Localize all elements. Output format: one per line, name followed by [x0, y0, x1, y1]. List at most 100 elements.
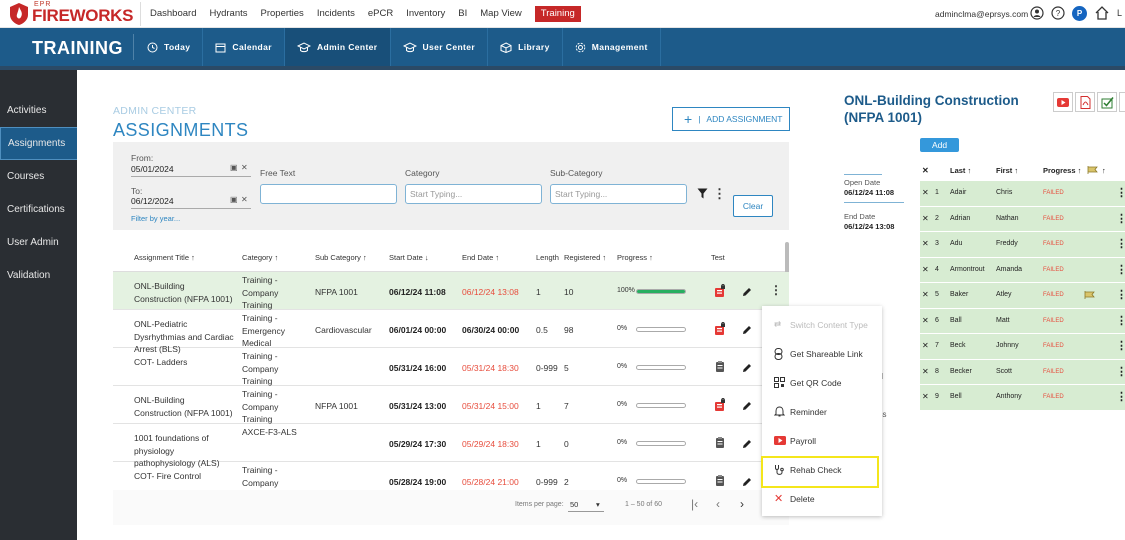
user-avatar-badge[interactable]: P [1072, 5, 1087, 21]
clear-from-icon[interactable]: ✕ [241, 163, 248, 172]
menu-item-get-qr-code[interactable]: Get QR Code [762, 368, 882, 397]
remove-user-icon[interactable]: ✕ [922, 315, 929, 325]
row-more-icon[interactable]: ⋮ [1116, 365, 1125, 378]
clear-to-icon[interactable]: ✕ [241, 195, 248, 204]
add-assignment-button[interactable]: + | ADD ASSIGNMENT [672, 107, 790, 131]
checklist-icon[interactable] [1097, 92, 1117, 112]
user-profile-icon[interactable] [1030, 6, 1044, 20]
header-end-date[interactable]: End Date ↑ [462, 253, 500, 262]
row-more-icon[interactable]: ⋮ [1116, 238, 1125, 250]
table-row[interactable]: 1001 foundations of physiology pathophys… [113, 424, 789, 468]
remove-all-icon[interactable]: ✕ [922, 166, 929, 175]
exam-locked-icon[interactable] [714, 284, 726, 297]
row-more-icon[interactable]: ⋮ [1116, 340, 1125, 352]
clear-filter-button[interactable]: Clear [733, 195, 773, 217]
video-icon[interactable] [1053, 92, 1073, 112]
more-actions-icon[interactable] [1119, 92, 1125, 112]
user-email[interactable]: adminclma@eprsys.com [935, 9, 1029, 19]
sidebar-item-validation[interactable]: Validation [7, 270, 51, 281]
subcategory-input[interactable]: Start Typing... [550, 184, 687, 204]
calendar-icon[interactable]: ▣ [230, 163, 238, 172]
remove-user-icon[interactable]: ✕ [922, 392, 929, 401]
free-text-input[interactable] [260, 184, 397, 204]
roster-row[interactable]: ✕ 5 Baker Atley FAILED ⋮ [920, 283, 1125, 309]
remove-user-icon[interactable]: ✕ [922, 188, 929, 197]
edit-pencil-icon[interactable] [742, 363, 752, 373]
header-start-date[interactable]: Start Date ↓ [389, 253, 429, 262]
menu-item-rehab-check[interactable]: Rehab Check [762, 455, 882, 484]
table-row[interactable]: ONL-Pediatric Dysrhythmias and Cardiac A… [113, 310, 789, 354]
sidebar-item-courses[interactable]: Courses [7, 171, 45, 182]
funnel-filter-icon[interactable] [697, 188, 708, 199]
next-page-icon[interactable]: › [740, 497, 744, 511]
header-category[interactable]: Category ↑ [242, 253, 279, 262]
sidebar-item-assignments[interactable]: Assignments [0, 127, 90, 160]
row-more-icon[interactable]: ⋮ [1116, 263, 1125, 276]
roster-row[interactable]: ✕ 3 Adu Freddy FAILED ⋮ [920, 232, 1125, 258]
header-subcategory[interactable]: Sub Category ↑ [315, 253, 367, 262]
table-scrollbar[interactable] [785, 242, 789, 282]
remove-user-icon[interactable]: ✕ [922, 239, 929, 248]
pdf-icon[interactable] [1075, 92, 1095, 112]
tab-user-center[interactable]: User Center [391, 28, 489, 66]
clipboard-icon[interactable] [714, 436, 726, 449]
sidebar-item-certifications[interactable]: Certifications [7, 204, 65, 215]
header-first[interactable]: First ↑ [996, 166, 1019, 175]
add-user-button[interactable]: Add [920, 138, 959, 152]
exam-locked-icon[interactable] [714, 398, 726, 411]
remove-user-icon[interactable]: ✕ [922, 341, 929, 350]
items-per-page-select[interactable]: 50 [570, 500, 579, 509]
roster-row[interactable]: ✕ 2 Adrian Nathan FAILED ⋮ [920, 206, 1125, 232]
roster-row[interactable]: ✕ 1 Adair Chris FAILED ⋮ [920, 181, 1125, 207]
tab-management[interactable]: Management [563, 28, 661, 66]
roster-row[interactable]: ✕ 9 Bell Anthony FAILED ⋮ [920, 385, 1125, 411]
app-logo[interactable]: EPR FIREWORKS [8, 1, 133, 27]
row-more-icon[interactable]: ⋮ [1116, 391, 1125, 403]
nav-dashboard[interactable]: Dashboard [150, 8, 197, 19]
first-page-icon[interactable]: |‹ [691, 497, 699, 511]
header-last[interactable]: Last ↑ [950, 166, 972, 175]
menu-item-payroll[interactable]: Payroll [762, 426, 882, 455]
chevron-down-icon[interactable]: ▾ [596, 500, 600, 509]
nav-properties[interactable]: Properties [260, 8, 304, 19]
roster-row[interactable]: ✕ 7 Beck Johnny FAILED ⋮ [920, 334, 1125, 360]
home-icon[interactable] [1094, 5, 1110, 21]
menu-item-delete[interactable]: ✕ Delete [762, 484, 882, 513]
header-registered[interactable]: Registered ↑ [564, 253, 607, 262]
edit-pencil-icon[interactable] [742, 439, 752, 449]
header-length[interactable]: Length [536, 253, 559, 262]
roster-row[interactable]: ✕ 6 Ball Matt FAILED ⋮ [920, 308, 1125, 334]
nav-training[interactable]: Training [534, 6, 581, 22]
nav-bi[interactable]: BI [458, 8, 468, 19]
more-options-icon[interactable]: ⋮ [713, 186, 726, 201]
edit-pencil-icon[interactable] [742, 287, 752, 297]
nav-inventory[interactable]: Inventory [406, 8, 446, 19]
tab-library[interactable]: Library [488, 28, 563, 66]
menu-item-get-shareable-link[interactable]: Get Shareable Link [762, 339, 882, 368]
remove-user-icon[interactable]: ✕ [922, 213, 929, 223]
roster-row[interactable]: ✕ 4 Armontrout Amanda FAILED ⋮ [920, 257, 1125, 283]
roster-row[interactable]: ✕ 8 Becker Scott FAILED ⋮ [920, 359, 1125, 385]
menu-item-reminder[interactable]: Reminder [762, 397, 882, 426]
row-more-icon[interactable]: ⋮ [1116, 289, 1125, 301]
flag-icon[interactable] [1087, 165, 1099, 175]
calendar-icon[interactable]: ▣ [230, 195, 238, 204]
row-more-icon[interactable]: ⋮ [1116, 187, 1125, 199]
clipboard-icon[interactable] [714, 474, 726, 487]
nav-incidents[interactable]: Incidents [316, 8, 355, 19]
flag-icon[interactable] [1084, 290, 1096, 300]
row-more-icon[interactable]: ⋮ [1116, 212, 1125, 225]
prev-page-icon[interactable]: ‹ [716, 497, 720, 511]
exam-locked-icon[interactable] [714, 322, 726, 335]
row-more-icon[interactable]: ⋮ [770, 283, 782, 297]
nav-epcr[interactable]: ePCR [367, 8, 394, 19]
header-progress[interactable]: Progress ↑ [617, 253, 653, 262]
filter-by-year-link[interactable]: Filter by year... [131, 214, 181, 223]
table-row[interactable]: COT- Ladders Training - Company Training 0… [113, 348, 789, 386]
edit-pencil-icon[interactable] [742, 401, 752, 411]
help-icon[interactable]: ? [1051, 6, 1065, 20]
row-more-icon[interactable]: ⋮ [1116, 314, 1125, 327]
sidebar-item-activities[interactable]: Activities [7, 105, 47, 116]
header-title[interactable]: Assignment Title ↑ [134, 253, 195, 262]
table-row[interactable]: ONL-Building Construction (NFPA 1001) Tra… [113, 386, 789, 424]
